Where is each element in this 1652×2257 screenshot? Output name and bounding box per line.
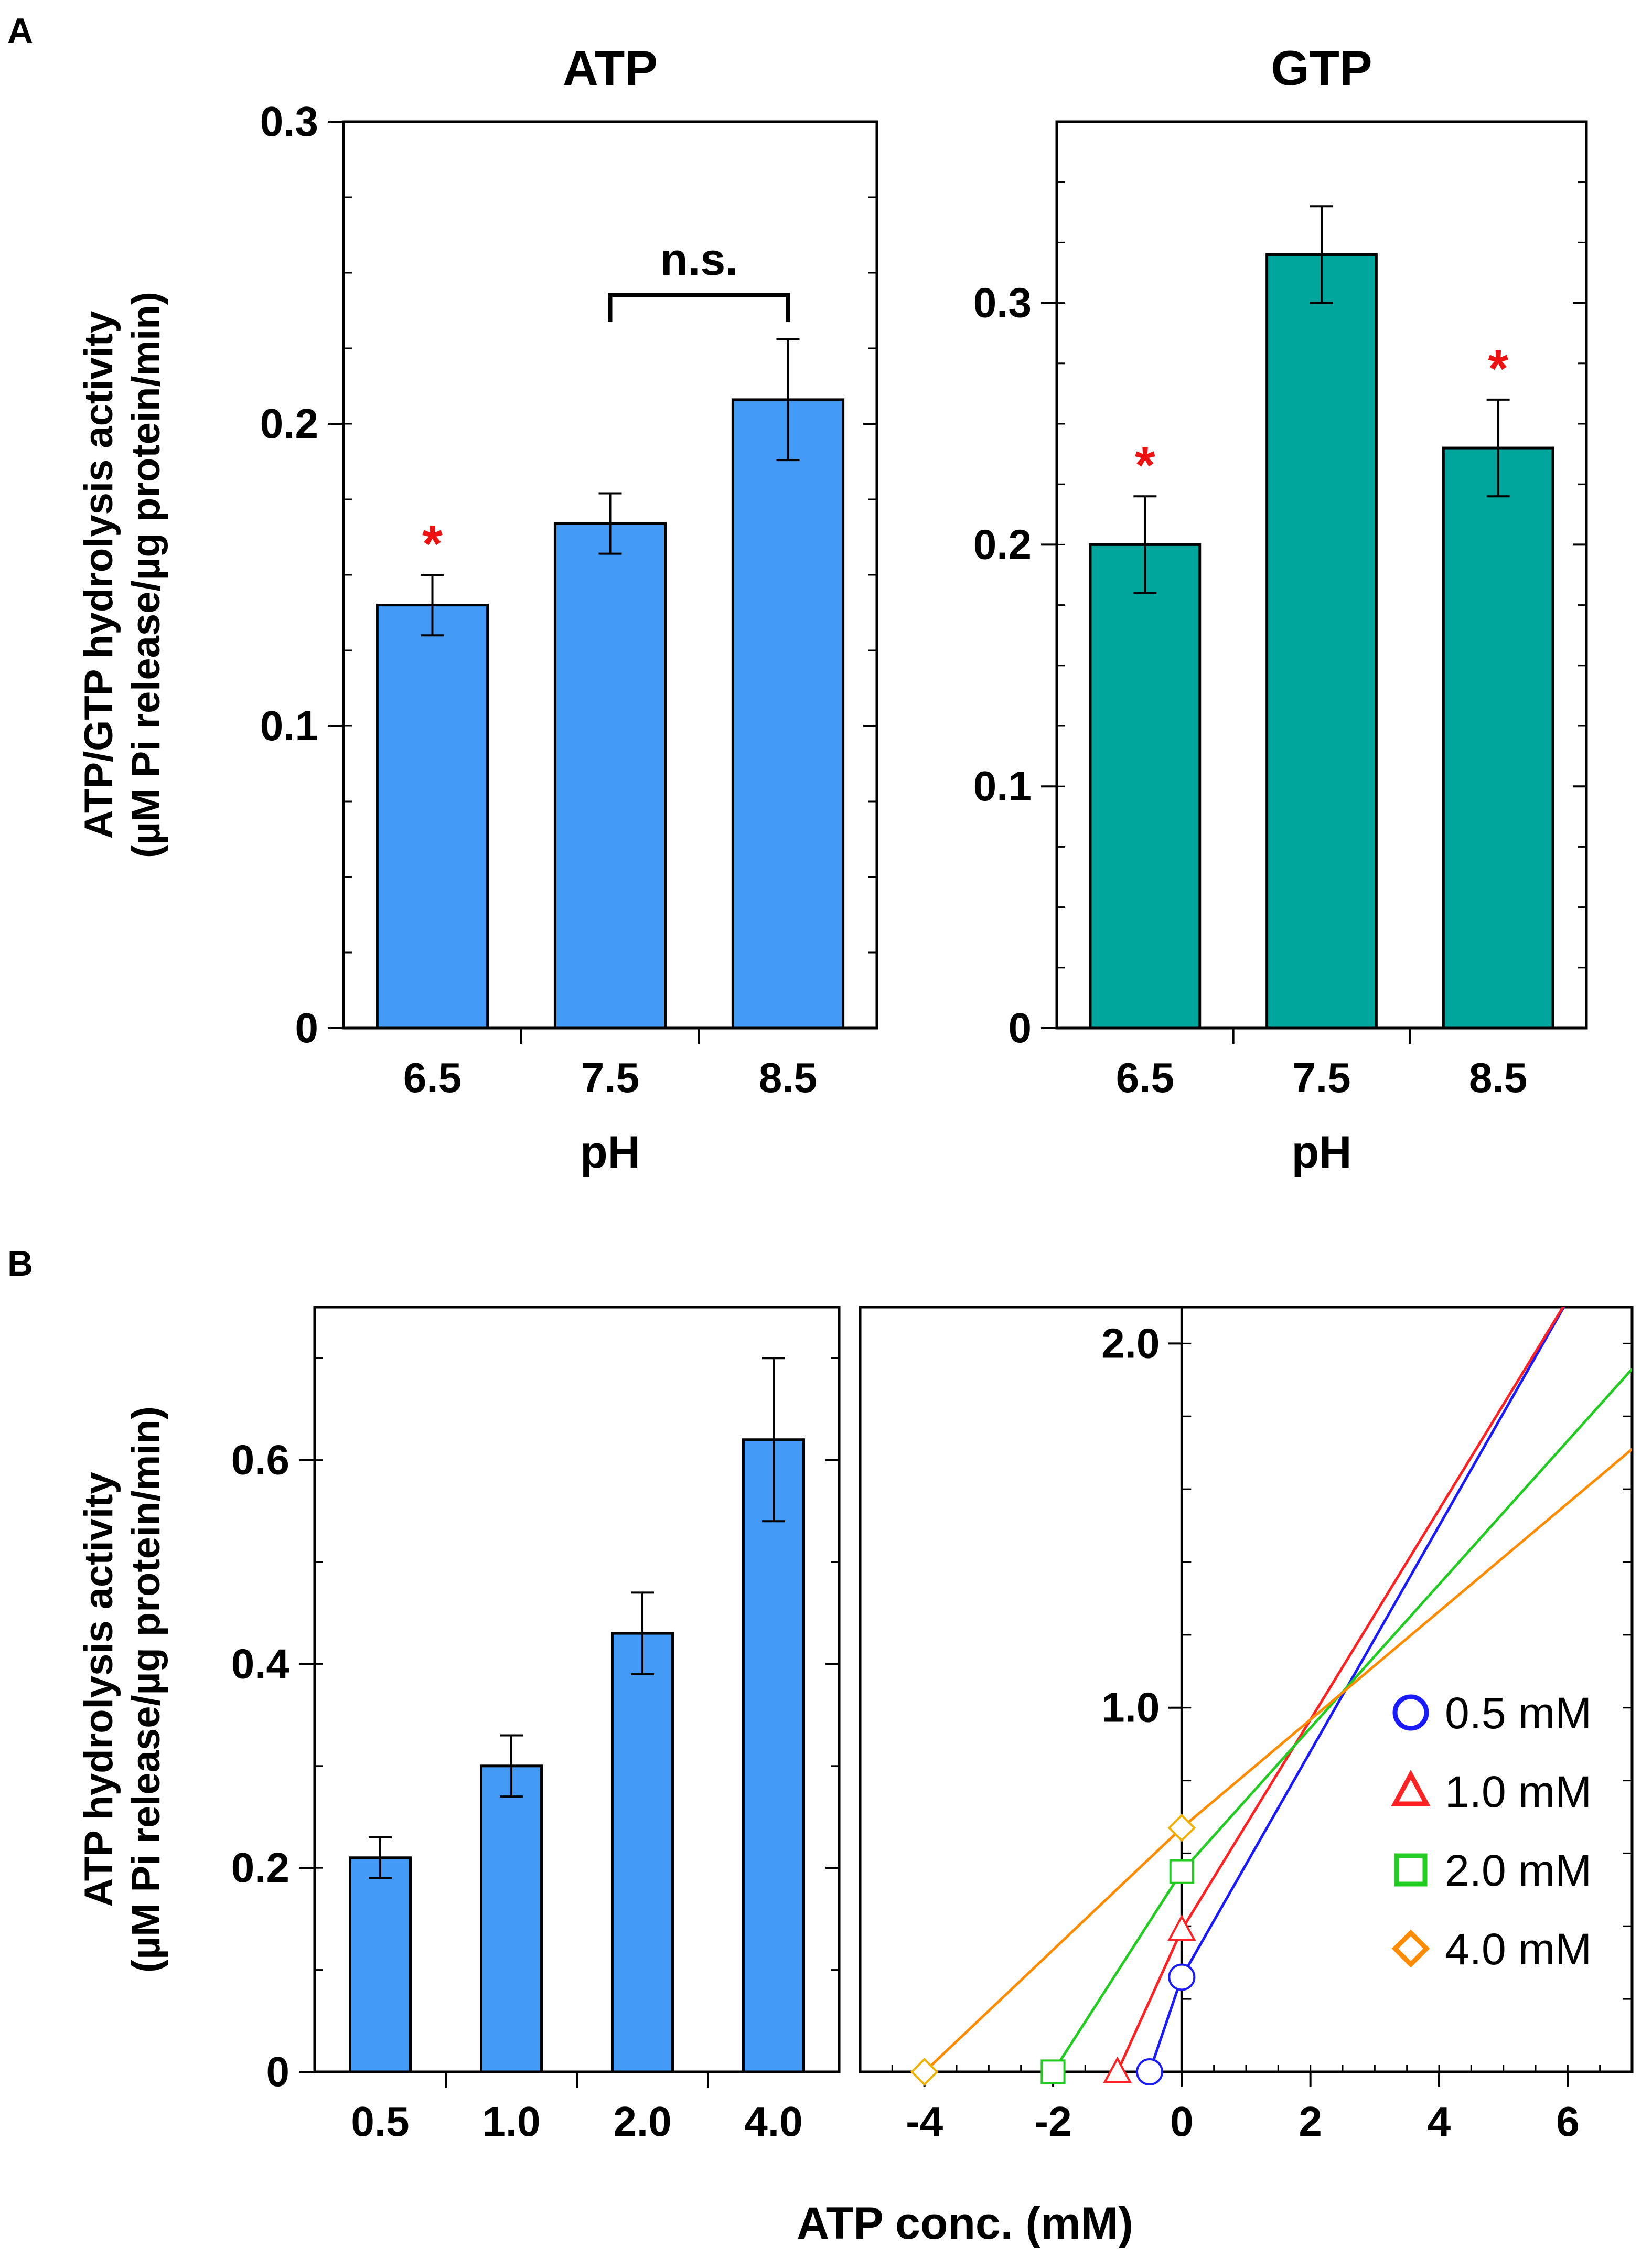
marker-square [1394, 1853, 1428, 1887]
legend-label: 0.5 mM [1445, 1688, 1592, 1738]
y-tick-label: 0 [1009, 1004, 1032, 1051]
marker-diamond [910, 2058, 939, 2086]
y-tick-label: 0 [266, 2048, 290, 2095]
x-tick-label: 6.5 [403, 1054, 462, 1101]
x-tick-label: 8.5 [759, 1054, 817, 1101]
ns-bracket [608, 293, 790, 322]
significance-asterisk: * [1135, 436, 1155, 495]
marker-circle [1392, 1694, 1429, 1731]
y-tick-label: 0.6 [231, 1437, 289, 1483]
significance-asterisk: * [1488, 339, 1508, 398]
marker-triangle [1103, 2056, 1132, 2083]
y-tick-label: 0.4 [231, 1640, 290, 1687]
x-tick-label: 1.0 [482, 2098, 540, 2145]
legend-label: 1.0 mM [1445, 1767, 1592, 1816]
bar [731, 398, 845, 1030]
x-axis-label: pH [1292, 1127, 1352, 1178]
x-tick-label: 4 [1428, 2098, 1451, 2145]
bar [349, 1856, 412, 2073]
bar [1265, 253, 1378, 1030]
marker-square [1040, 2059, 1066, 2084]
y-axis-label-line2: (µM Pi release/µg protein/min) [124, 1406, 168, 1973]
x-tick-label: 6.5 [1116, 1054, 1174, 1101]
marker-triangle [1167, 1914, 1196, 1941]
x-tick-label: 2 [1299, 2098, 1322, 2145]
chart-atp-concentration: 0 0.2 0.4 0.6 0.5 1.0 2.0 4.0 ATP hydrolysis act… [77, 1306, 841, 2145]
bar [1089, 543, 1202, 1030]
x-tick-label: 8.5 [1469, 1054, 1527, 1101]
shared-xlabel: ATP conc. (mM) [797, 2198, 1133, 2249]
x-tick-label: 7.5 [581, 1054, 639, 1101]
y-axis-label-line2: (µM Pi release/µg protein/min) [124, 292, 168, 858]
panel-label-a: A [7, 11, 33, 51]
x-tick-label: 7.5 [1292, 1054, 1350, 1101]
marker-square [1169, 1859, 1194, 1884]
bar [1442, 446, 1554, 1030]
bar [480, 1764, 543, 2073]
legend: 0.5 mM 1.0 mM 2.0 mM 4.0 mM [1391, 1688, 1592, 1974]
marker-diamond [1391, 1929, 1430, 1968]
y-tick-label: 0 [295, 1004, 319, 1051]
chart-gtp-ph: 0 0.1 0.2 0.3 6.5 * 7.5 8.5 * GTP pH [973, 40, 1588, 1178]
chart-title: ATP [563, 40, 658, 95]
y-tick-label: 1.0 [1101, 1684, 1160, 1731]
x-tick-label: -4 [906, 2098, 943, 2145]
y-tick-label: 0.1 [260, 702, 318, 749]
x-axis-label: pH [580, 1127, 640, 1178]
legend-label: 2.0 mM [1445, 1846, 1592, 1895]
chart-atp-ph: 0 0.1 0.2 0.3 6.5 * 7.5 8.5 n.s. ATP pH ATP/GTP hyd… [77, 40, 878, 1178]
x-tick-label: 2.0 [613, 2098, 671, 2145]
x-tick-label: -2 [1034, 2098, 1071, 2145]
y-tick-label: 2.0 [1101, 1320, 1160, 1366]
marker-diamond [1167, 1814, 1196, 1842]
y-axis-label-line1: ATP hydrolysis activity [77, 1472, 121, 1907]
y-tick-label: 0.3 [260, 98, 318, 145]
chart-title: GTP [1271, 40, 1372, 95]
legend-label: 4.0 mM [1445, 1924, 1592, 1974]
chart-hanes-woolf: -4 -2 0 2 4 6 1.0 2.0 0.5 mM 1.0 mM 2.0 mM 4.0 mM [859, 1306, 1634, 2145]
x-tick-label: 4.0 [744, 2098, 802, 2145]
marker-circle [1168, 1963, 1196, 1991]
x-tick-label: 6 [1556, 2098, 1580, 2145]
bar [742, 1438, 805, 2073]
y-tick-label: 0.1 [973, 763, 1032, 809]
y-axis-label-line1: ATP/GTP hydrolysis activity [77, 311, 121, 839]
series-line [923, 1448, 1632, 2072]
x-tick-label: 0.5 [351, 2098, 409, 2145]
bar [611, 1632, 674, 2073]
significance-asterisk: * [422, 515, 443, 573]
marker-circle [1136, 2058, 1163, 2085]
panel-label-b: B [7, 1244, 33, 1283]
ns-label: n.s. [660, 234, 738, 285]
y-tick-label: 0.2 [260, 400, 318, 447]
bar [553, 522, 667, 1030]
x-tick-label: 0 [1170, 2098, 1194, 2145]
y-tick-label: 0.2 [231, 1844, 289, 1891]
bar [376, 604, 489, 1030]
y-tick-label: 0.2 [973, 521, 1032, 568]
y-tick-label: 0.3 [973, 280, 1032, 326]
marker-triangle [1391, 1770, 1431, 1806]
